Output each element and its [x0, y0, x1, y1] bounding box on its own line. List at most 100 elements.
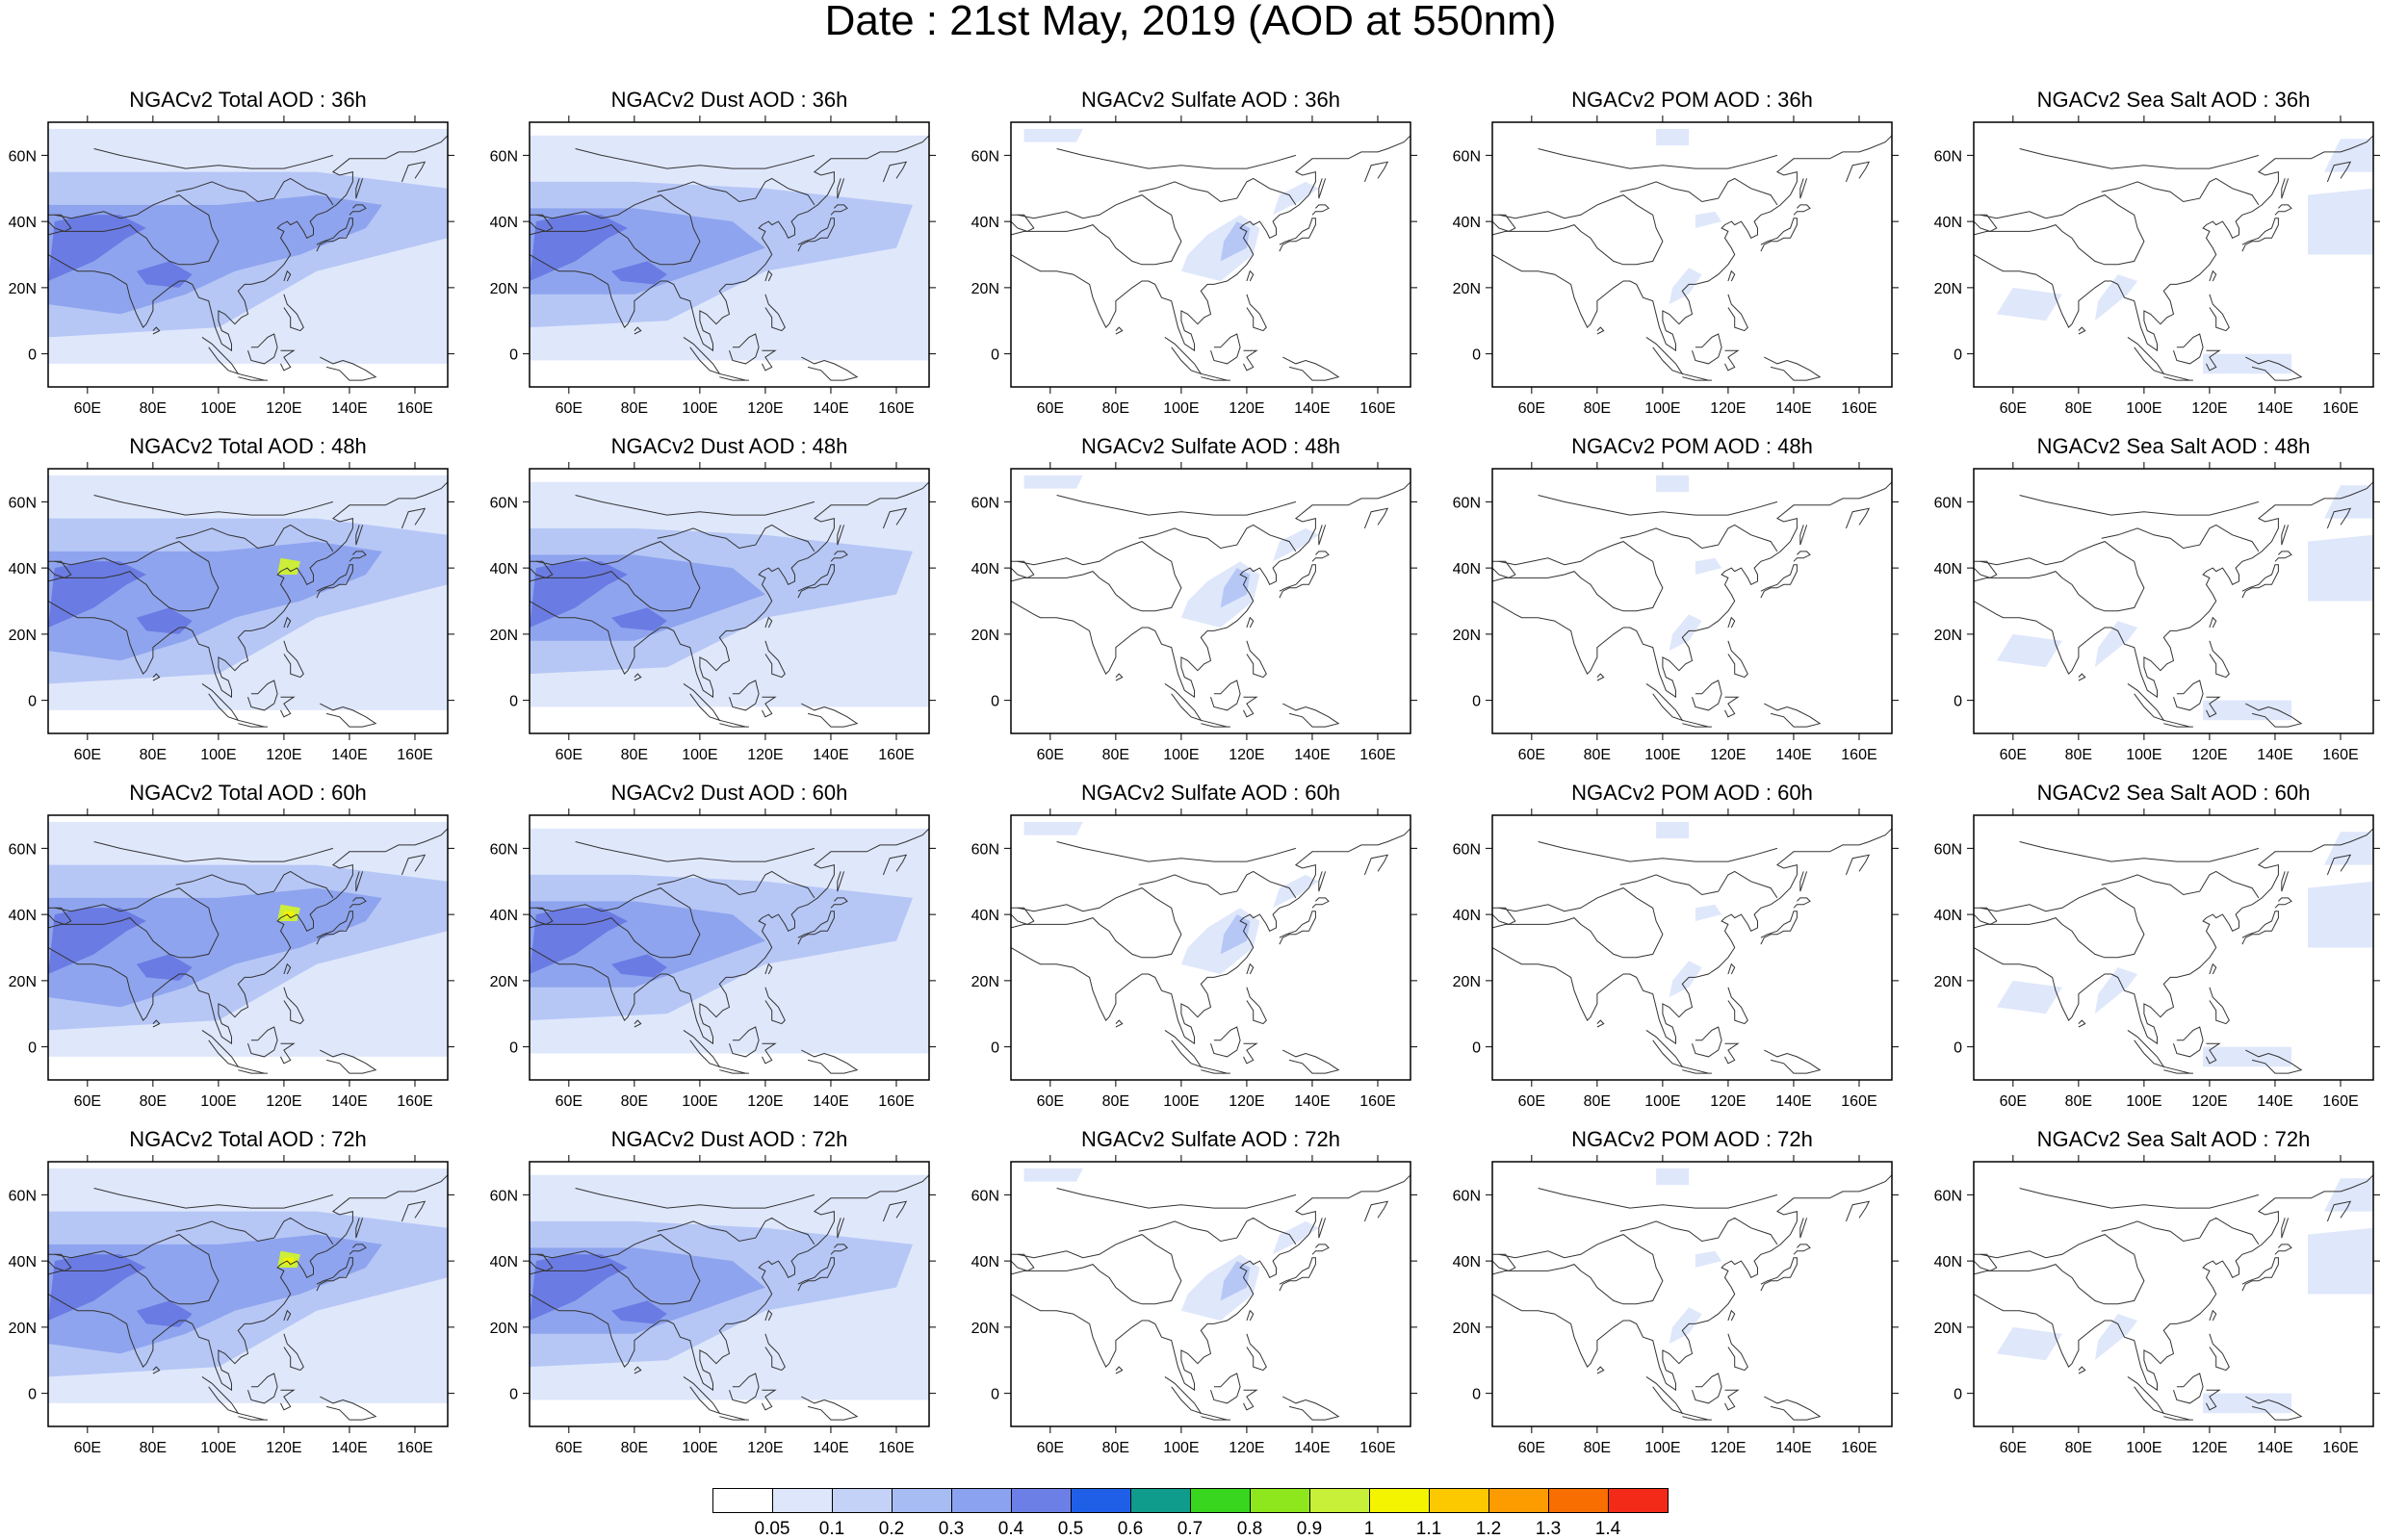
coastline — [238, 1412, 268, 1421]
coastline — [837, 1218, 845, 1239]
lat-tick-label: 40N — [1453, 908, 1481, 924]
coastline — [729, 333, 760, 365]
colorbar-swatch — [1071, 1488, 1131, 1513]
coastline — [1845, 854, 1871, 876]
colorbar-label: 0.4 — [997, 1519, 1024, 1539]
lon-tick-label: 60E — [2000, 747, 2027, 763]
coastline — [1138, 870, 1297, 899]
aod-field — [1023, 475, 1083, 489]
lon-tick-label: 100E — [1644, 1440, 1680, 1456]
coastline — [729, 1373, 760, 1404]
map-background — [1492, 469, 1892, 733]
coastline — [1799, 1218, 1808, 1239]
coastline — [1201, 1065, 1230, 1074]
coastline — [2019, 841, 2260, 862]
lat-tick-label: 0 — [509, 1040, 518, 1057]
lon-tick-label: 80E — [140, 400, 167, 417]
coastline — [1538, 1188, 1778, 1209]
coastline — [2209, 962, 2217, 975]
panel-title: NGACv2 Sea Salt AOD : 60h — [2036, 781, 2311, 805]
coastline — [1492, 1234, 1664, 1305]
lat-tick-label: 0 — [1954, 1387, 1962, 1403]
map-frame — [529, 814, 930, 1081]
lat-tick-label: 40N — [9, 561, 37, 578]
lat-tick-label: 20N — [971, 628, 999, 644]
lon-tick-label: 160E — [397, 1440, 432, 1456]
coastline — [1164, 1375, 1203, 1415]
coastline — [1243, 1389, 1258, 1411]
coastline — [93, 495, 334, 516]
coastline — [797, 911, 835, 945]
lon-tick-label: 120E — [266, 400, 301, 417]
map-frame — [1491, 468, 1893, 734]
coastline — [1011, 887, 1182, 959]
lat-tick-label: 60N — [971, 148, 999, 165]
coastline — [320, 356, 377, 381]
coastline — [1279, 1257, 1316, 1292]
coastline — [837, 178, 845, 199]
aod-field — [1656, 821, 1690, 839]
lon-tick-label: 120E — [266, 1093, 301, 1110]
coastline — [401, 1200, 427, 1222]
coastline — [1318, 178, 1327, 199]
coastline — [175, 870, 334, 899]
aod-field — [2324, 139, 2373, 172]
colorbar-label: 1.3 — [1535, 1519, 1562, 1539]
lon-tick-label: 140E — [1294, 1440, 1330, 1456]
coastline — [2209, 270, 2217, 282]
coastline — [1210, 1373, 1241, 1404]
coastline — [283, 640, 304, 679]
aod-field — [2094, 967, 2138, 1014]
coastline — [201, 336, 240, 375]
lat-tick-label: 60N — [1453, 1188, 1481, 1204]
lon-tick-label: 100E — [1644, 1093, 1680, 1110]
coastline — [1619, 524, 1778, 552]
coastline — [1492, 135, 1892, 352]
aod-map: 60E 80E 100E 120E 140E 160E 60N 40N 20N 0 — [9, 462, 454, 763]
aod-field — [1656, 475, 1690, 493]
aod-map: 60E 80E 100E 120E 140E 160E 60N 40N 20N 0 — [490, 462, 936, 763]
coastline — [401, 507, 427, 529]
lon-tick-label: 120E — [1710, 400, 1746, 417]
coastline — [1596, 326, 1605, 335]
aod-field — [1669, 1307, 1702, 1345]
lat-tick-label: 0 — [1954, 347, 1962, 364]
lat-tick-label: 0 — [28, 1387, 37, 1403]
coastline — [1011, 541, 1182, 612]
coastline — [801, 1396, 859, 1421]
lon-tick-label: 160E — [397, 400, 432, 417]
lon-tick-label: 60E — [74, 1093, 101, 1110]
colorbar-label: 1.4 — [1594, 1519, 1621, 1539]
lat-tick-label: 20N — [9, 628, 37, 644]
page-title: Date : 21st May, 2019 (AOD at 550nm) — [824, 0, 1557, 44]
lat-tick-label: 60N — [1934, 495, 1962, 511]
coastline — [1246, 962, 1255, 975]
lon-tick-label: 100E — [1163, 747, 1199, 763]
lon-tick-label: 100E — [200, 747, 236, 763]
lat-tick-label: 40N — [971, 908, 999, 924]
lon-tick-label: 140E — [813, 1093, 848, 1110]
colorbar-label: 1 — [1363, 1519, 1375, 1539]
coastline — [1279, 218, 1316, 252]
aod-field — [2308, 1227, 2373, 1295]
coastline — [634, 326, 642, 335]
coastline — [1492, 1174, 1892, 1392]
map-frame — [47, 468, 449, 734]
coastline — [1596, 1366, 1605, 1374]
coastline — [247, 680, 278, 711]
coastline — [530, 194, 701, 266]
coastline — [2101, 870, 2260, 899]
coastline — [1492, 541, 1664, 612]
map-frame — [1010, 121, 1411, 388]
lat-tick-label: 20N — [9, 974, 37, 990]
coastline — [634, 1019, 642, 1028]
panel-title: NGACv2 Sea Salt AOD : 36h — [2036, 88, 2311, 112]
lon-tick-label: 100E — [2126, 1440, 2161, 1456]
coastline — [1492, 828, 1892, 1045]
coastline — [1011, 907, 1035, 925]
coastline — [1793, 204, 1811, 216]
lat-tick-label: 60N — [9, 148, 37, 165]
lon-tick-label: 140E — [2257, 1093, 2292, 1110]
coastline — [238, 1065, 268, 1074]
coastline — [1243, 696, 1258, 718]
